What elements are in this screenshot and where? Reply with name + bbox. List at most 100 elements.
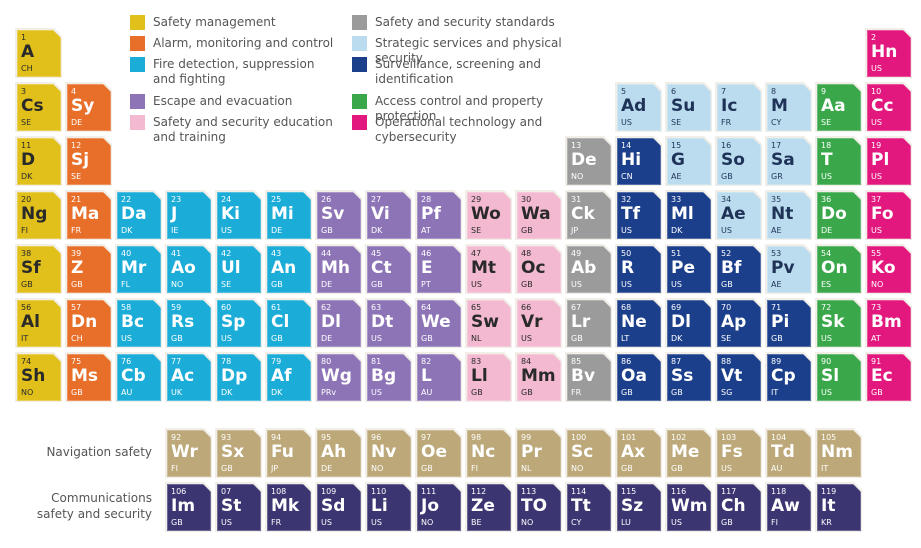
tile: 99 Pr NL — [517, 430, 561, 477]
tile: 118 Aw FI — [767, 484, 811, 531]
tile: 44 Mh DE — [317, 246, 361, 293]
tile: 48 Oc GB — [517, 246, 561, 293]
tile-country: BE — [471, 518, 482, 527]
tile: 35 Nt AE — [767, 192, 811, 239]
tile: 2 Hn US — [867, 30, 911, 77]
tile-number: 119 — [821, 487, 837, 496]
tile-number: 36 — [821, 195, 832, 204]
tile: 1 A CH — [17, 30, 61, 77]
legend-label: Access control and property protection — [375, 94, 544, 123]
tile-number: 64 — [421, 303, 432, 312]
tile-country: NL — [521, 464, 532, 473]
tile: 98 Nc FI — [467, 430, 511, 477]
legend-label: Safety and security standards — [375, 15, 555, 29]
legend-label: Surveillance, screening and identificati… — [375, 57, 542, 86]
tile-symbol: Mk — [271, 496, 300, 516]
tile-country: GB — [621, 388, 633, 397]
tile-country: LU — [621, 518, 631, 527]
tile-country: US — [221, 518, 232, 527]
legend-label: Strategic services and physical security — [375, 36, 562, 65]
tile-symbol: Ch — [721, 496, 746, 516]
tile-symbol: Pi — [771, 312, 790, 332]
tile-country: AT — [871, 334, 881, 343]
tile-symbol: Ct — [371, 258, 392, 278]
tile-number: 112 — [471, 487, 487, 496]
tile-symbol: Wa — [521, 204, 551, 224]
tile-number: 24 — [221, 195, 232, 204]
tile-symbol: T — [821, 150, 833, 170]
tile-number: 56 — [21, 303, 32, 312]
tile-country: FI — [171, 464, 178, 473]
tile-number: 18 — [821, 141, 832, 150]
tile-country: GB — [71, 388, 83, 397]
tile-country: ES — [821, 280, 832, 289]
tile-country: GB — [771, 334, 783, 343]
tile: 64 We GB — [417, 300, 461, 347]
tile-number: 58 — [121, 303, 132, 312]
tile-number: 54 — [821, 249, 832, 258]
tile-symbol: Ao — [171, 258, 196, 278]
tile-symbol: Mr — [121, 258, 147, 278]
tile-symbol: E — [421, 258, 433, 278]
tile-symbol: Bv — [571, 366, 596, 386]
tile-country: DK — [371, 226, 383, 235]
tile-country: GB — [721, 280, 733, 289]
tile: 108 Mk FR — [267, 484, 311, 531]
tile-symbol: Nm — [821, 442, 853, 462]
tile-symbol: Ng — [21, 204, 48, 224]
tile-symbol: Pl — [871, 150, 890, 170]
tile: 111 Jo NO — [417, 484, 461, 531]
tile-symbol: Aw — [771, 496, 800, 516]
tile: 71 Pi GB — [767, 300, 811, 347]
tile-country: GB — [21, 280, 33, 289]
tile: 95 Ah DE — [317, 430, 361, 477]
tile-country: US — [521, 334, 532, 343]
tile-country: CH — [21, 64, 33, 73]
tile-symbol: Do — [821, 204, 847, 224]
tile: 6 Su SE — [667, 84, 711, 131]
tile-symbol: Sp — [221, 312, 246, 332]
tile: 70 Ap SE — [717, 300, 761, 347]
tile: 59 Rs GB — [167, 300, 211, 347]
tile-number: 26 — [321, 195, 332, 204]
tile: 103 Fs US — [717, 430, 761, 477]
tile-symbol: Li — [371, 496, 388, 516]
tile-number: 69 — [671, 303, 682, 312]
tile: 31 Ck JP — [567, 192, 611, 239]
tile-country: LT — [621, 334, 630, 343]
tile: 13 De NO — [567, 138, 611, 185]
tile-symbol: Me — [671, 442, 700, 462]
tile: 84 Mm GB — [517, 354, 561, 401]
tile-country: GB — [171, 518, 183, 527]
tile-country: NO — [171, 280, 184, 289]
tile-country: US — [721, 464, 732, 473]
tile-number: 11 — [21, 141, 32, 150]
tile: 91 Ec GB — [867, 354, 911, 401]
tile: 110 Li US — [367, 484, 411, 531]
tile-symbol: Sj — [71, 150, 90, 170]
tile-country: AU — [421, 388, 433, 397]
tile-symbol: Dl — [321, 312, 341, 332]
tile: 115 Sz LU — [617, 484, 661, 531]
tile-symbol: Rs — [171, 312, 195, 332]
tile-symbol: On — [821, 258, 848, 278]
tile-symbol: Su — [671, 96, 696, 116]
tile-symbol: Sf — [21, 258, 41, 278]
tile-country: FL — [121, 280, 131, 289]
tile-number: 94 — [271, 433, 282, 442]
legend-swatch — [352, 15, 367, 30]
tile: 10 Cc US — [867, 84, 911, 131]
tile-number: 37 — [871, 195, 882, 204]
tile-country: US — [671, 280, 682, 289]
tile-country: AE — [771, 226, 782, 235]
tile-symbol: Ml — [671, 204, 694, 224]
tile-number: 28 — [421, 195, 432, 204]
tile-symbol: Cc — [871, 96, 894, 116]
legend-label: Safety management — [153, 15, 276, 29]
tile-number: 42 — [221, 249, 232, 258]
tile-number: 93 — [221, 433, 232, 442]
tile-number: 66 — [521, 303, 532, 312]
tile-country: US — [721, 226, 732, 235]
tile: 45 Ct GB — [367, 246, 411, 293]
tile-country: PRv — [321, 388, 337, 397]
